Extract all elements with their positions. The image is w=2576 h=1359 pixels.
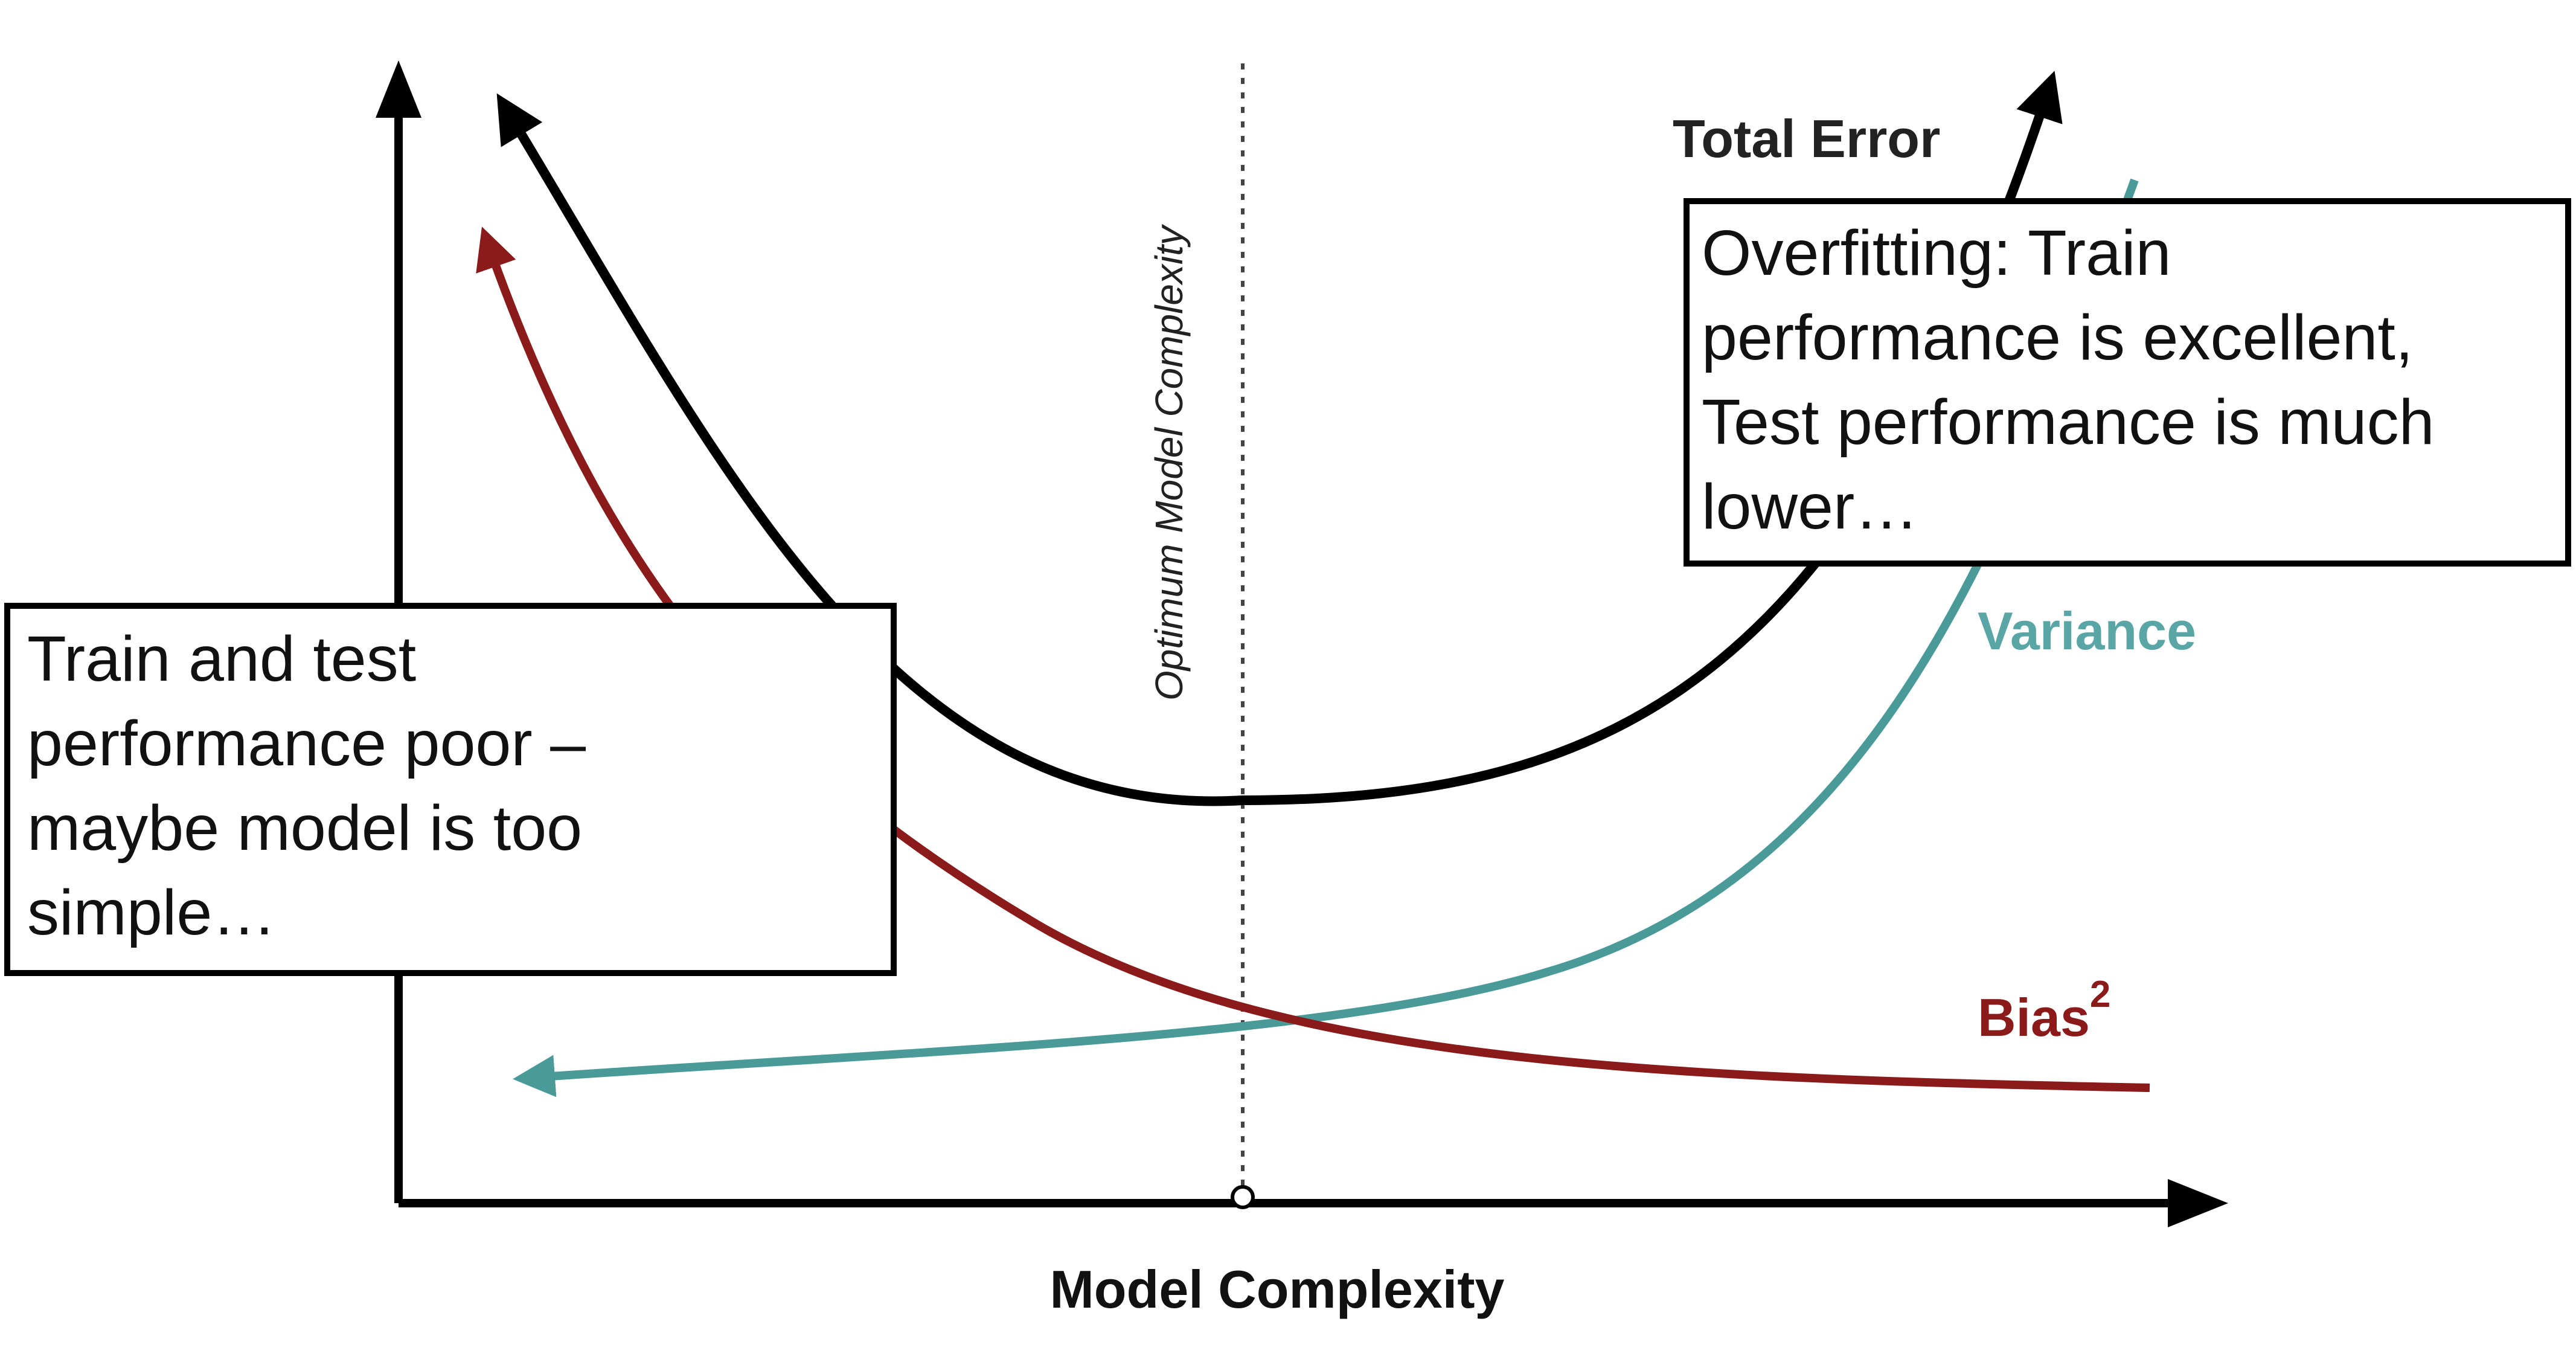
underfitting-line-3: maybe model is too [27, 792, 582, 864]
overfitting-line-4: lower… [1702, 471, 1918, 542]
circle-marker-icon [1231, 1185, 1255, 1209]
underfitting-callout-box [4, 603, 897, 976]
overfitting-callout: Overfitting: Train performance is excell… [1684, 198, 2571, 567]
overfitting-line-1: Overfitting: Train [1702, 217, 2171, 289]
svg-text:Overfitting: Train perfo: Overfitting: Train performance is excell… [1702, 217, 2452, 542]
bias-squared-curve [476, 226, 2150, 1092]
total-error-label: Total Error [1673, 109, 1940, 169]
overfitting-callout-box [1684, 198, 2571, 567]
underfitting-line-4: simple… [27, 877, 276, 948]
x-axis-label: Model Complexity [1050, 1259, 1505, 1319]
underfitting-callout: Train and test performance poor – maybe … [4, 603, 897, 976]
svg-text:Train and test performan: Train and test performance poor – maybe … [27, 623, 604, 948]
variance-label: Variance [1978, 601, 2196, 661]
underfitting-line-2: performance poor – [27, 708, 586, 779]
underfitting-line-1: Train and test [27, 623, 416, 695]
arrow-right-icon [2168, 1179, 2228, 1227]
optimum-label: Optimum Model Complexity [1147, 223, 1191, 701]
arrow-up-icon [376, 60, 421, 118]
bias-label: Bias2 [1978, 974, 2110, 1047]
overfitting-line-3: Test performance is much [1702, 387, 2435, 458]
overfitting-line-2: performance is excellent, [1702, 302, 2413, 373]
